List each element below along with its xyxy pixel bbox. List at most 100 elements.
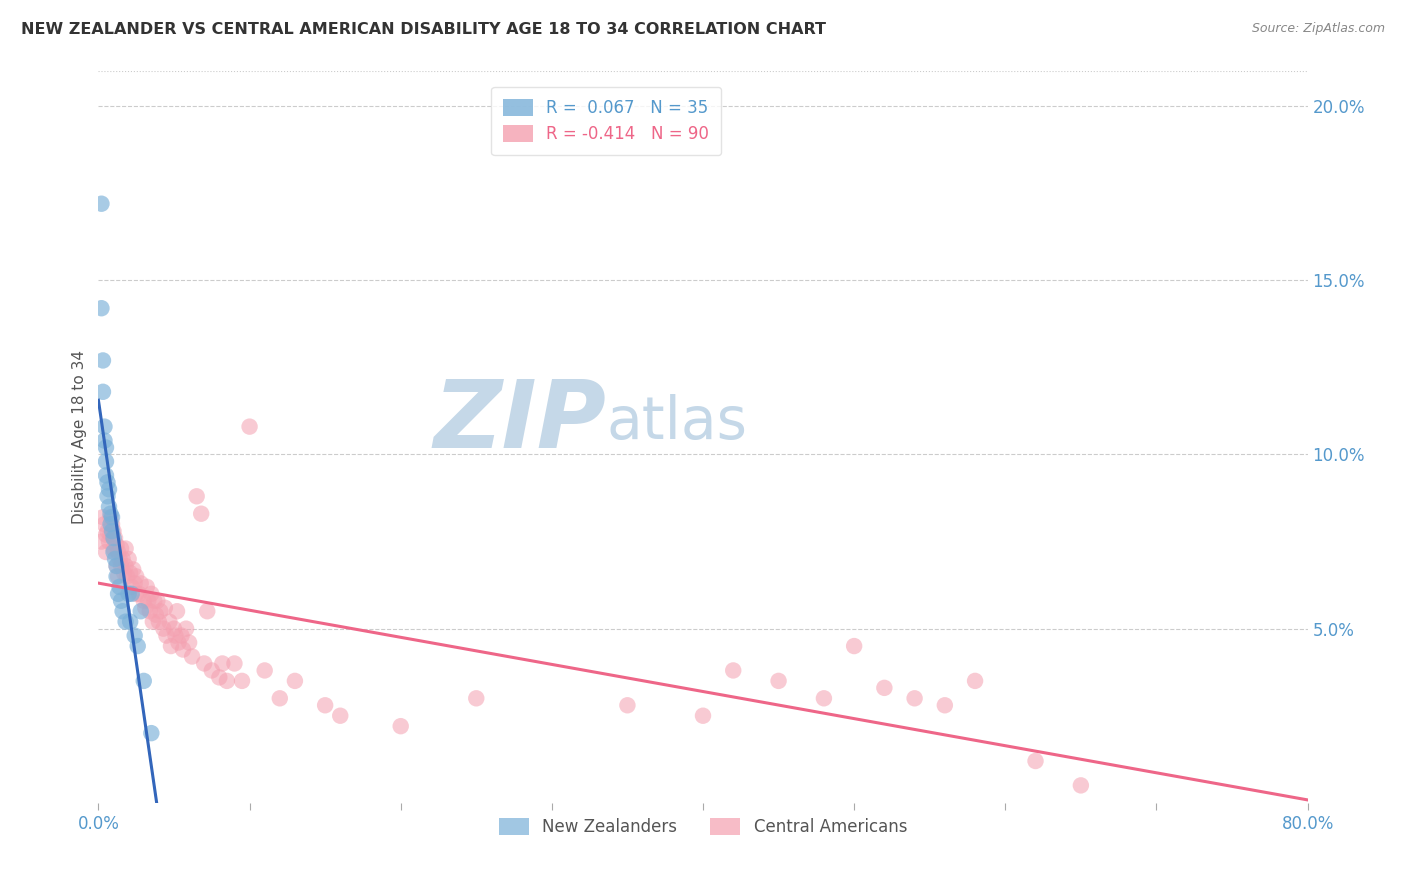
- Point: [465, 691, 488, 706]
- Point: [111, 552, 134, 566]
- Point: [122, 562, 145, 576]
- Point: [146, 594, 169, 608]
- Text: ZIP: ZIP: [433, 376, 606, 468]
- Point: [94, 468, 117, 483]
- Point: [253, 664, 276, 678]
- Point: [100, 517, 122, 532]
- Point: [166, 604, 188, 618]
- Point: [118, 552, 141, 566]
- Point: [231, 673, 253, 688]
- Text: atlas: atlas: [606, 394, 747, 451]
- Point: [90, 196, 112, 211]
- Point: [121, 580, 143, 594]
- Point: [105, 538, 128, 552]
- Point: [692, 708, 714, 723]
- Point: [108, 580, 131, 594]
- Point: [215, 673, 238, 688]
- Point: [142, 615, 165, 629]
- Point: [172, 642, 194, 657]
- Point: [195, 604, 218, 618]
- Point: [96, 475, 118, 490]
- Point: [98, 483, 121, 497]
- Point: [90, 301, 112, 316]
- Point: [284, 673, 307, 688]
- Point: [129, 604, 152, 618]
- Point: [96, 489, 118, 503]
- Point: [94, 545, 117, 559]
- Point: [135, 580, 157, 594]
- Point: [616, 698, 638, 713]
- Point: [167, 635, 190, 649]
- Point: [103, 545, 125, 559]
- Y-axis label: Disability Age 18 to 34: Disability Age 18 to 34: [72, 350, 87, 524]
- Point: [181, 649, 204, 664]
- Point: [389, 719, 412, 733]
- Point: [107, 587, 129, 601]
- Point: [1024, 754, 1046, 768]
- Point: [100, 507, 122, 521]
- Point: [94, 527, 117, 541]
- Point: [208, 670, 231, 684]
- Point: [94, 441, 117, 455]
- Point: [120, 566, 142, 580]
- Point: [98, 534, 121, 549]
- Point: [170, 629, 193, 643]
- Point: [93, 419, 115, 434]
- Point: [128, 587, 150, 601]
- Point: [163, 622, 186, 636]
- Point: [103, 524, 125, 538]
- Point: [93, 517, 115, 532]
- Point: [174, 622, 197, 636]
- Point: [100, 527, 122, 541]
- Point: [768, 673, 790, 688]
- Point: [114, 541, 136, 556]
- Point: [96, 524, 118, 538]
- Point: [314, 698, 336, 713]
- Point: [155, 629, 177, 643]
- Point: [179, 635, 201, 649]
- Point: [110, 558, 132, 573]
- Point: [105, 569, 128, 583]
- Point: [159, 615, 181, 629]
- Point: [101, 524, 124, 538]
- Point: [110, 594, 132, 608]
- Point: [813, 691, 835, 706]
- Point: [91, 353, 114, 368]
- Point: [100, 510, 122, 524]
- Text: Source: ZipAtlas.com: Source: ZipAtlas.com: [1251, 22, 1385, 36]
- Point: [91, 510, 114, 524]
- Point: [193, 657, 215, 671]
- Point: [139, 604, 162, 618]
- Point: [114, 558, 136, 573]
- Point: [112, 566, 135, 580]
- Point: [134, 600, 156, 615]
- Point: [145, 607, 167, 622]
- Point: [124, 629, 146, 643]
- Point: [91, 384, 114, 399]
- Point: [101, 517, 124, 532]
- Point: [124, 576, 146, 591]
- Point: [105, 558, 128, 573]
- Point: [125, 569, 148, 583]
- Point: [141, 726, 163, 740]
- Point: [165, 629, 187, 643]
- Point: [186, 489, 208, 503]
- Point: [141, 587, 163, 601]
- Point: [934, 698, 956, 713]
- Point: [125, 587, 148, 601]
- Point: [90, 534, 112, 549]
- Point: [121, 587, 143, 601]
- Legend: New Zealanders, Central Americans: New Zealanders, Central Americans: [489, 807, 917, 846]
- Point: [108, 552, 131, 566]
- Point: [136, 594, 159, 608]
- Point: [107, 569, 129, 583]
- Point: [104, 552, 127, 566]
- Point: [127, 639, 149, 653]
- Point: [132, 594, 155, 608]
- Point: [129, 576, 152, 591]
- Point: [101, 510, 124, 524]
- Point: [269, 691, 291, 706]
- Point: [1070, 778, 1092, 792]
- Point: [965, 673, 987, 688]
- Point: [224, 657, 246, 671]
